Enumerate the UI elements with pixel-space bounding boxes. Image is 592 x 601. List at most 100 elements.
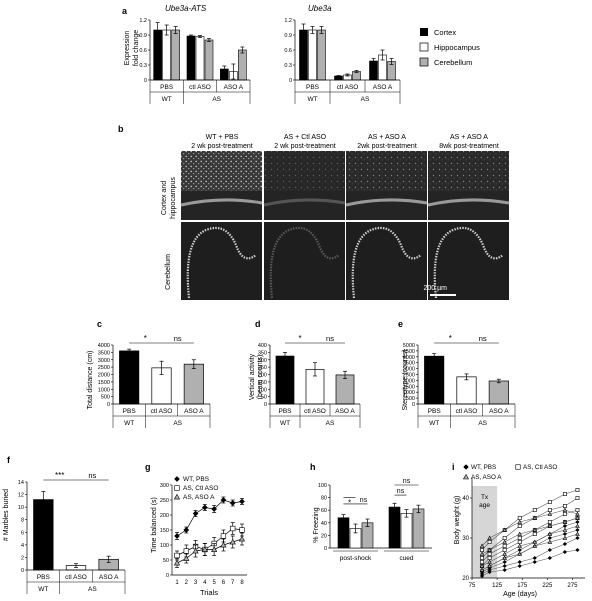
micrograph-cortex-layer [181,151,262,191]
panel-i-marker-diamond [517,563,522,569]
panel-g-xtick-label: 6 [222,580,226,586]
micrograph-cortex-layer [346,151,427,191]
panel-letter-d: d [255,319,261,329]
panel-g-marker-square [183,548,189,554]
panel-g-xtick-label: 1 [175,580,179,586]
panel-i-marker-square [547,508,552,512]
panel-a2-title: Ube3a [308,4,332,13]
panel-e-ylabel: Stereotype (counts) [402,349,409,410]
panel-i-xtick-label: 225 [542,583,553,589]
panel-h-group-label: post-shock [340,555,372,562]
panel-g-marker-triangle [229,538,236,545]
panel-a1-bar [171,29,180,81]
panel-h-bar [412,508,425,549]
panel-i-marker-square [502,536,507,540]
panel-a1-group-label: ctl ASO [189,84,211,91]
panel-a1-bar [186,35,196,81]
panel-d-group-label: ctl ASO [304,408,326,415]
panel-h-ytick-label: 0 [324,546,327,552]
panel-i-marker-triangle [547,511,553,516]
panel-i-marker-diamond [562,549,568,555]
panel-f-ytick-label: 0 [21,568,24,574]
panel-i-marker-triangle [487,535,492,540]
panel-i-marker-triangle [479,563,485,568]
panel-g-ytick-label: 250 [160,498,169,504]
panel-e-bar [488,380,509,405]
panel-g-marker-diamond [220,497,227,503]
panel-b-col2-line1: AS + Ctl ASO [284,134,327,141]
panel-i-marker-diamond [575,547,580,553]
panel-i-marker-triangle [562,507,568,512]
panel-i-xtick-label: 175 [517,583,528,589]
panel-g-xtick-label: 2 [185,580,189,586]
panel-a1-title: Ube3a-ATS [165,4,207,13]
micrograph-cerebellum-tile [346,222,427,300]
panel-g-marker-diamond [183,527,190,533]
panel-d-ytick-label: 250 [258,365,267,371]
micrograph-cerebellum-tile [428,222,509,300]
panel-g-marker-triangle [211,546,218,552]
panel-a2-bar [308,29,317,81]
panel-i-marker-square [517,536,522,540]
panel-c-ytick-label: 4000 [98,343,110,349]
panel-i-marker-square [562,512,567,516]
micrograph-cortex-layer [264,151,345,191]
panel-i-marker-triangle [575,515,580,520]
legend-swatch-cerebellum [419,57,429,67]
panel-i-marker-triangle [575,531,580,536]
panel-g-xtick-label: 8 [240,580,244,586]
panel-b-col1-line1: WT + PBS [206,134,239,141]
panel-i-ytick-label: 40 [462,496,469,502]
panel-g-xtick-label: 3 [194,580,198,586]
panel-d-bar [275,355,295,405]
panel-d-ylabel-2: (beam counts) [257,355,264,400]
panel-c-ytick-label: 3500 [98,350,110,356]
panel-d-ytick-label: 200 [258,373,267,379]
panel-i-marker-square [502,548,507,552]
panel-a1-bar [162,29,171,81]
panel-g-legend-label: AS, Ctl ASO [183,485,218,492]
panel-i-marker-triangle [479,551,485,556]
panel-a2-ytick-label: 1.2 [284,18,292,24]
panel-g-legend-label: WT, PBS [183,476,210,483]
micrograph-purkinje-layer [433,226,504,299]
micrograph-hippocampus-band [263,198,346,207]
panel-b-row1-line1: Cortex and [161,181,168,215]
panel-f-sig-label: *** [55,471,64,480]
panel-i-marker-diamond [547,535,552,541]
panel-i-marker-triangle [487,547,492,552]
panel-e-genotype-label: AS [478,420,487,427]
panel-c-ylabel: Total distance (cm) [87,351,94,410]
panel-c-group-label: ctl ASO [151,408,173,415]
panel-a2-group-label: ASO A [373,84,393,91]
panel-letter-c: c [97,319,102,329]
panel-f-ytick-label: 2 [21,555,24,561]
panel-i-ylabel: Body weight (g) [454,496,461,545]
panel-i-marker-triangle [575,511,580,516]
panel-g-xtick-label: 7 [231,580,235,586]
panel-f-group-label: ctl ASO [65,574,87,581]
panel-i-marker-diamond [575,527,580,533]
panel-d-ytick-label: 150 [258,380,267,386]
panel-c-sig-label: ns [174,334,182,343]
panel-h-ytick-label: 60 [321,508,327,514]
panel-g-marker-triangle [183,555,190,561]
panel-c-bar [119,350,140,405]
panel-i-marker-square [517,524,522,528]
panel-a2-genotype-label: AS [361,96,370,103]
panel-h-sig-label: ns [360,497,368,504]
panel-g-marker-square [220,533,227,539]
panel-b-col3-line1: AS + ASO A [368,134,406,141]
panel-e-group-label: ASO A [489,408,509,415]
panel-b-col2-line2: 2 wk post-treatment [274,143,336,150]
panel-e-ytick-label: 4000 [403,355,415,361]
panel-h-sig-label: ns [397,488,405,495]
panel-i-marker-triangle [562,519,568,524]
panel-i-xtick-label: 75 [469,583,476,589]
panel-b-col4-line2: 8wk post-treatment [439,143,499,150]
panel-b-col4-line1: AS + ASO A [450,134,488,141]
panel-f-group-label: ASO A [99,574,119,581]
panel-i-marker-triangle [479,567,485,572]
panel-i-marker-triangle [532,543,538,548]
panel-i-marker-square [562,504,567,508]
